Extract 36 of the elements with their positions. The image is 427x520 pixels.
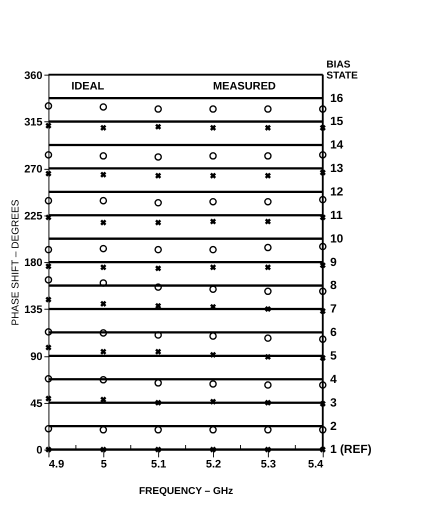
y-tick-label: 270 — [24, 164, 43, 176]
annotation: MEASURED — [213, 80, 276, 92]
y2-axis-title: BIAS STATE — [326, 59, 358, 82]
y-axis-title: PHASE SHIFT – DEGREES — [10, 199, 22, 326]
series-label: 16 — [330, 90, 344, 105]
x-tick-label: 5.4 — [308, 458, 324, 470]
series-label: 15 — [330, 114, 344, 128]
series-label: 9 — [330, 254, 338, 269]
legend-label: 1 (REF) — [330, 442, 372, 456]
y-tick-label: 90 — [30, 350, 43, 363]
x-tick-label: 5.2 — [206, 458, 222, 470]
series-label: 2 — [330, 418, 338, 433]
series-label: 3 — [330, 395, 338, 410]
y-tick-label: 45 — [30, 398, 43, 410]
y-tick-label: 225 — [24, 210, 43, 222]
series-label: 10 — [330, 231, 344, 246]
x-tick-label: 5 — [100, 458, 107, 470]
series-label: 4 — [330, 372, 338, 386]
x-axis-title: FREQUENCY – GHz — [138, 486, 234, 497]
annotation: IDEAL — [71, 80, 105, 92]
y-tick-label: 135 — [24, 304, 43, 316]
series-label: 14 — [330, 138, 344, 152]
y-tick-label: 0 — [36, 444, 43, 457]
x-tick-label: 4.9 — [48, 458, 64, 470]
series-label: 11 — [330, 208, 344, 222]
series-label: 5 — [330, 348, 338, 363]
y-tick-label: 315 — [24, 116, 43, 129]
series-label: 7 — [330, 302, 338, 316]
x-tick-label: 5.3 — [260, 458, 276, 470]
series-label: 8 — [330, 278, 338, 292]
series-label: 13 — [330, 161, 344, 176]
series-label: 12 — [330, 184, 344, 198]
y-tick-label: 360 — [24, 70, 43, 82]
y-tick-label: 180 — [24, 257, 43, 270]
series-label: 6 — [330, 325, 338, 340]
x-tick-label: 5.1 — [151, 458, 166, 470]
